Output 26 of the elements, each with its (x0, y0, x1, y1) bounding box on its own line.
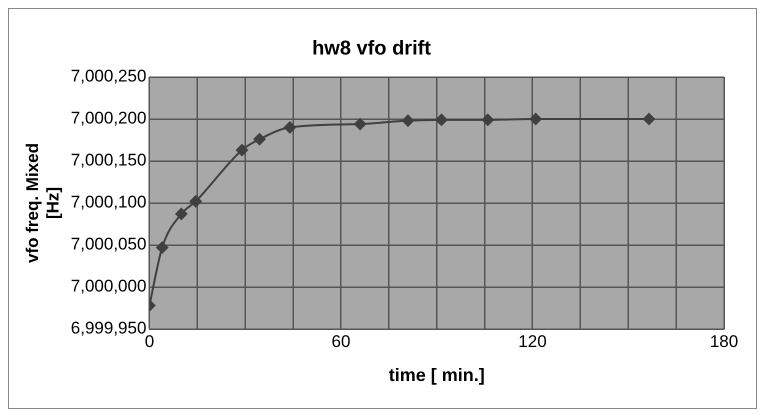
x-tick-label: 120 (518, 332, 547, 351)
point (236, 144, 248, 156)
chart-title: hw8 vfo drift (312, 38, 432, 60)
y-tick-label: 7,000,000 (70, 276, 146, 296)
point (284, 121, 296, 134)
y-tick-label: 6,999,950 (70, 318, 146, 338)
point (190, 195, 202, 208)
x-tick-label: 0 (144, 332, 154, 351)
point (530, 113, 542, 125)
y-axis-title: vfo freq. Mixed [Hz] (22, 143, 62, 263)
x-axis-title: time [ min.] (388, 365, 485, 386)
point (254, 133, 266, 146)
y-tick-label: 7,000,100 (70, 192, 146, 212)
point (436, 114, 448, 126)
point (156, 242, 168, 254)
y-tick-label: 7,000,050 (70, 234, 146, 254)
point (642, 113, 655, 125)
x-tick-label: 180 (710, 332, 738, 351)
y-tick-label: 7,000,200 (70, 108, 146, 128)
y-tick-label: 7,000,250 (70, 66, 146, 86)
point (354, 118, 366, 130)
point (402, 114, 414, 127)
y-tick-label: 7,000,150 (70, 150, 146, 170)
point (482, 114, 494, 126)
point (175, 208, 188, 220)
x-tick-label: 60 (331, 332, 350, 351)
